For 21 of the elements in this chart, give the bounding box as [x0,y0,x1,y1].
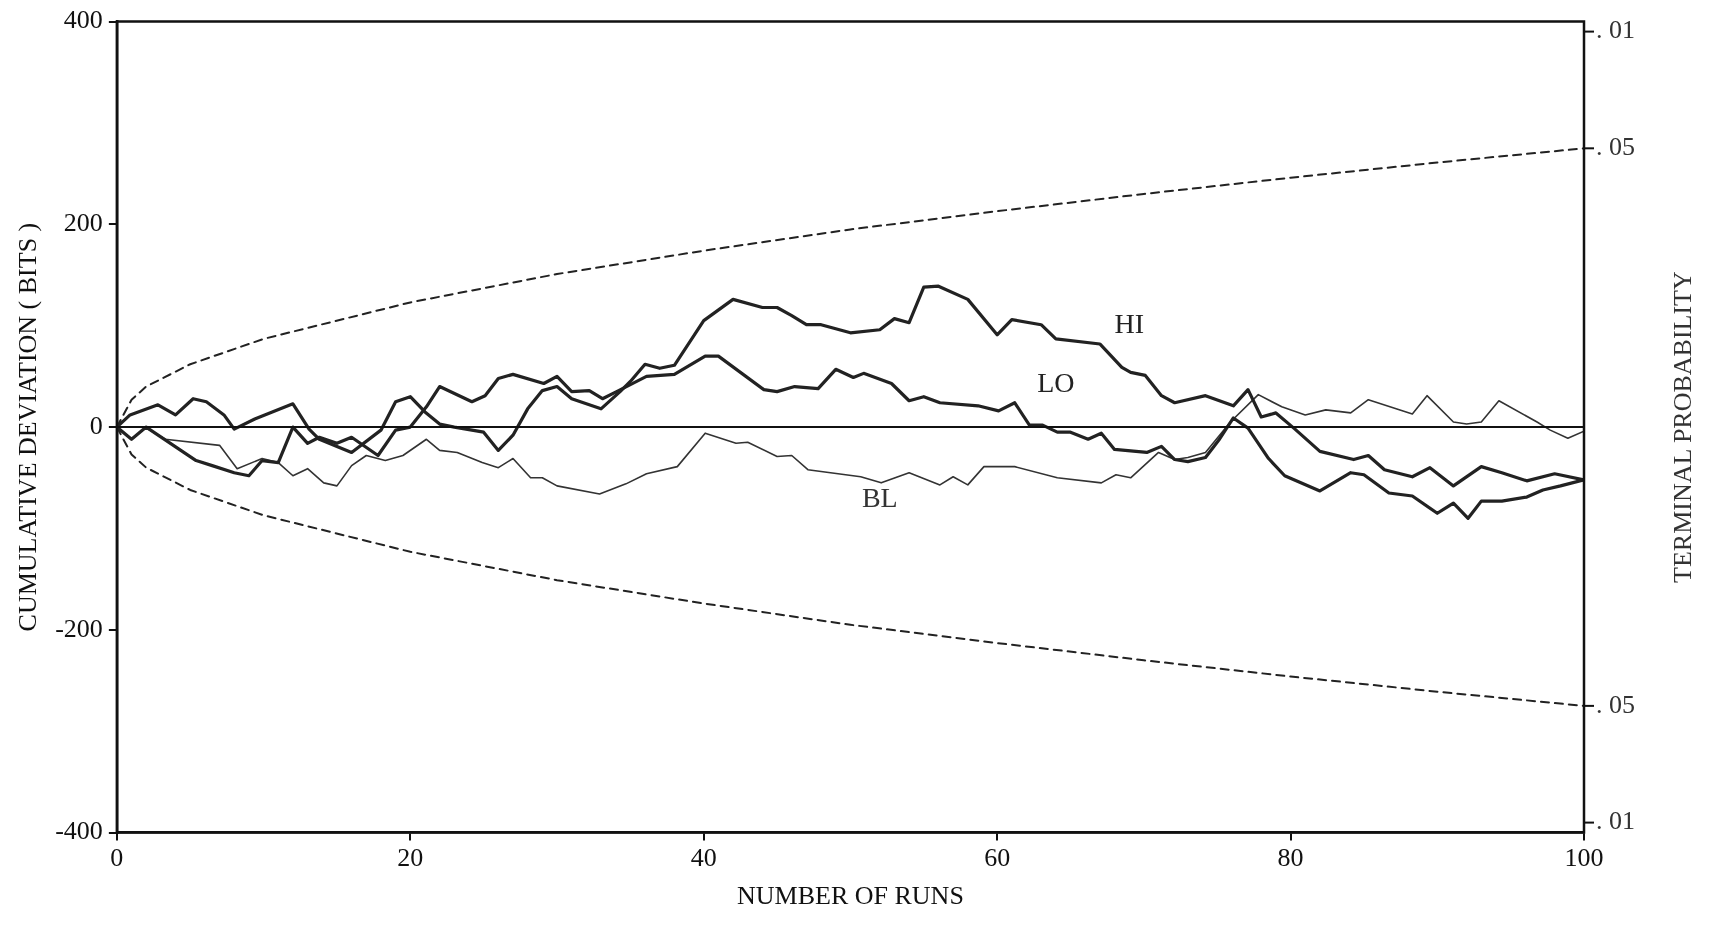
series-label: BL [861,482,898,514]
x-tick-label: 40 [690,843,717,873]
y-tick-label: -200 [55,613,103,643]
x-tick-label: 20 [397,843,424,873]
series-label: HI [1114,308,1144,340]
x-tick-label: 100 [1564,843,1604,873]
y-tick-label: 200 [63,208,103,238]
text: . 01 [1596,806,1635,836]
y2-axis-title: TERMINAL PROBABILITY [1667,271,1697,583]
series-label: LO [1037,366,1075,398]
y-tick-label: -400 [55,816,103,846]
x-axis-title: NUMBER OF RUNS [737,881,964,911]
x-tick-label: 60 [984,843,1011,873]
x-tick-label: 80 [1277,843,1304,873]
annotation: . 05 [1596,689,1635,719]
y-axis-title: CUMULATIVE DEVIATION ( BITS ) [13,222,43,632]
y-tick-label: 0 [89,410,103,440]
x-tick-label: 0 [110,843,124,873]
y-tick-label: 400 [63,5,103,35]
text: . 01 [1596,15,1635,45]
annotation: . 05 [1596,132,1635,162]
